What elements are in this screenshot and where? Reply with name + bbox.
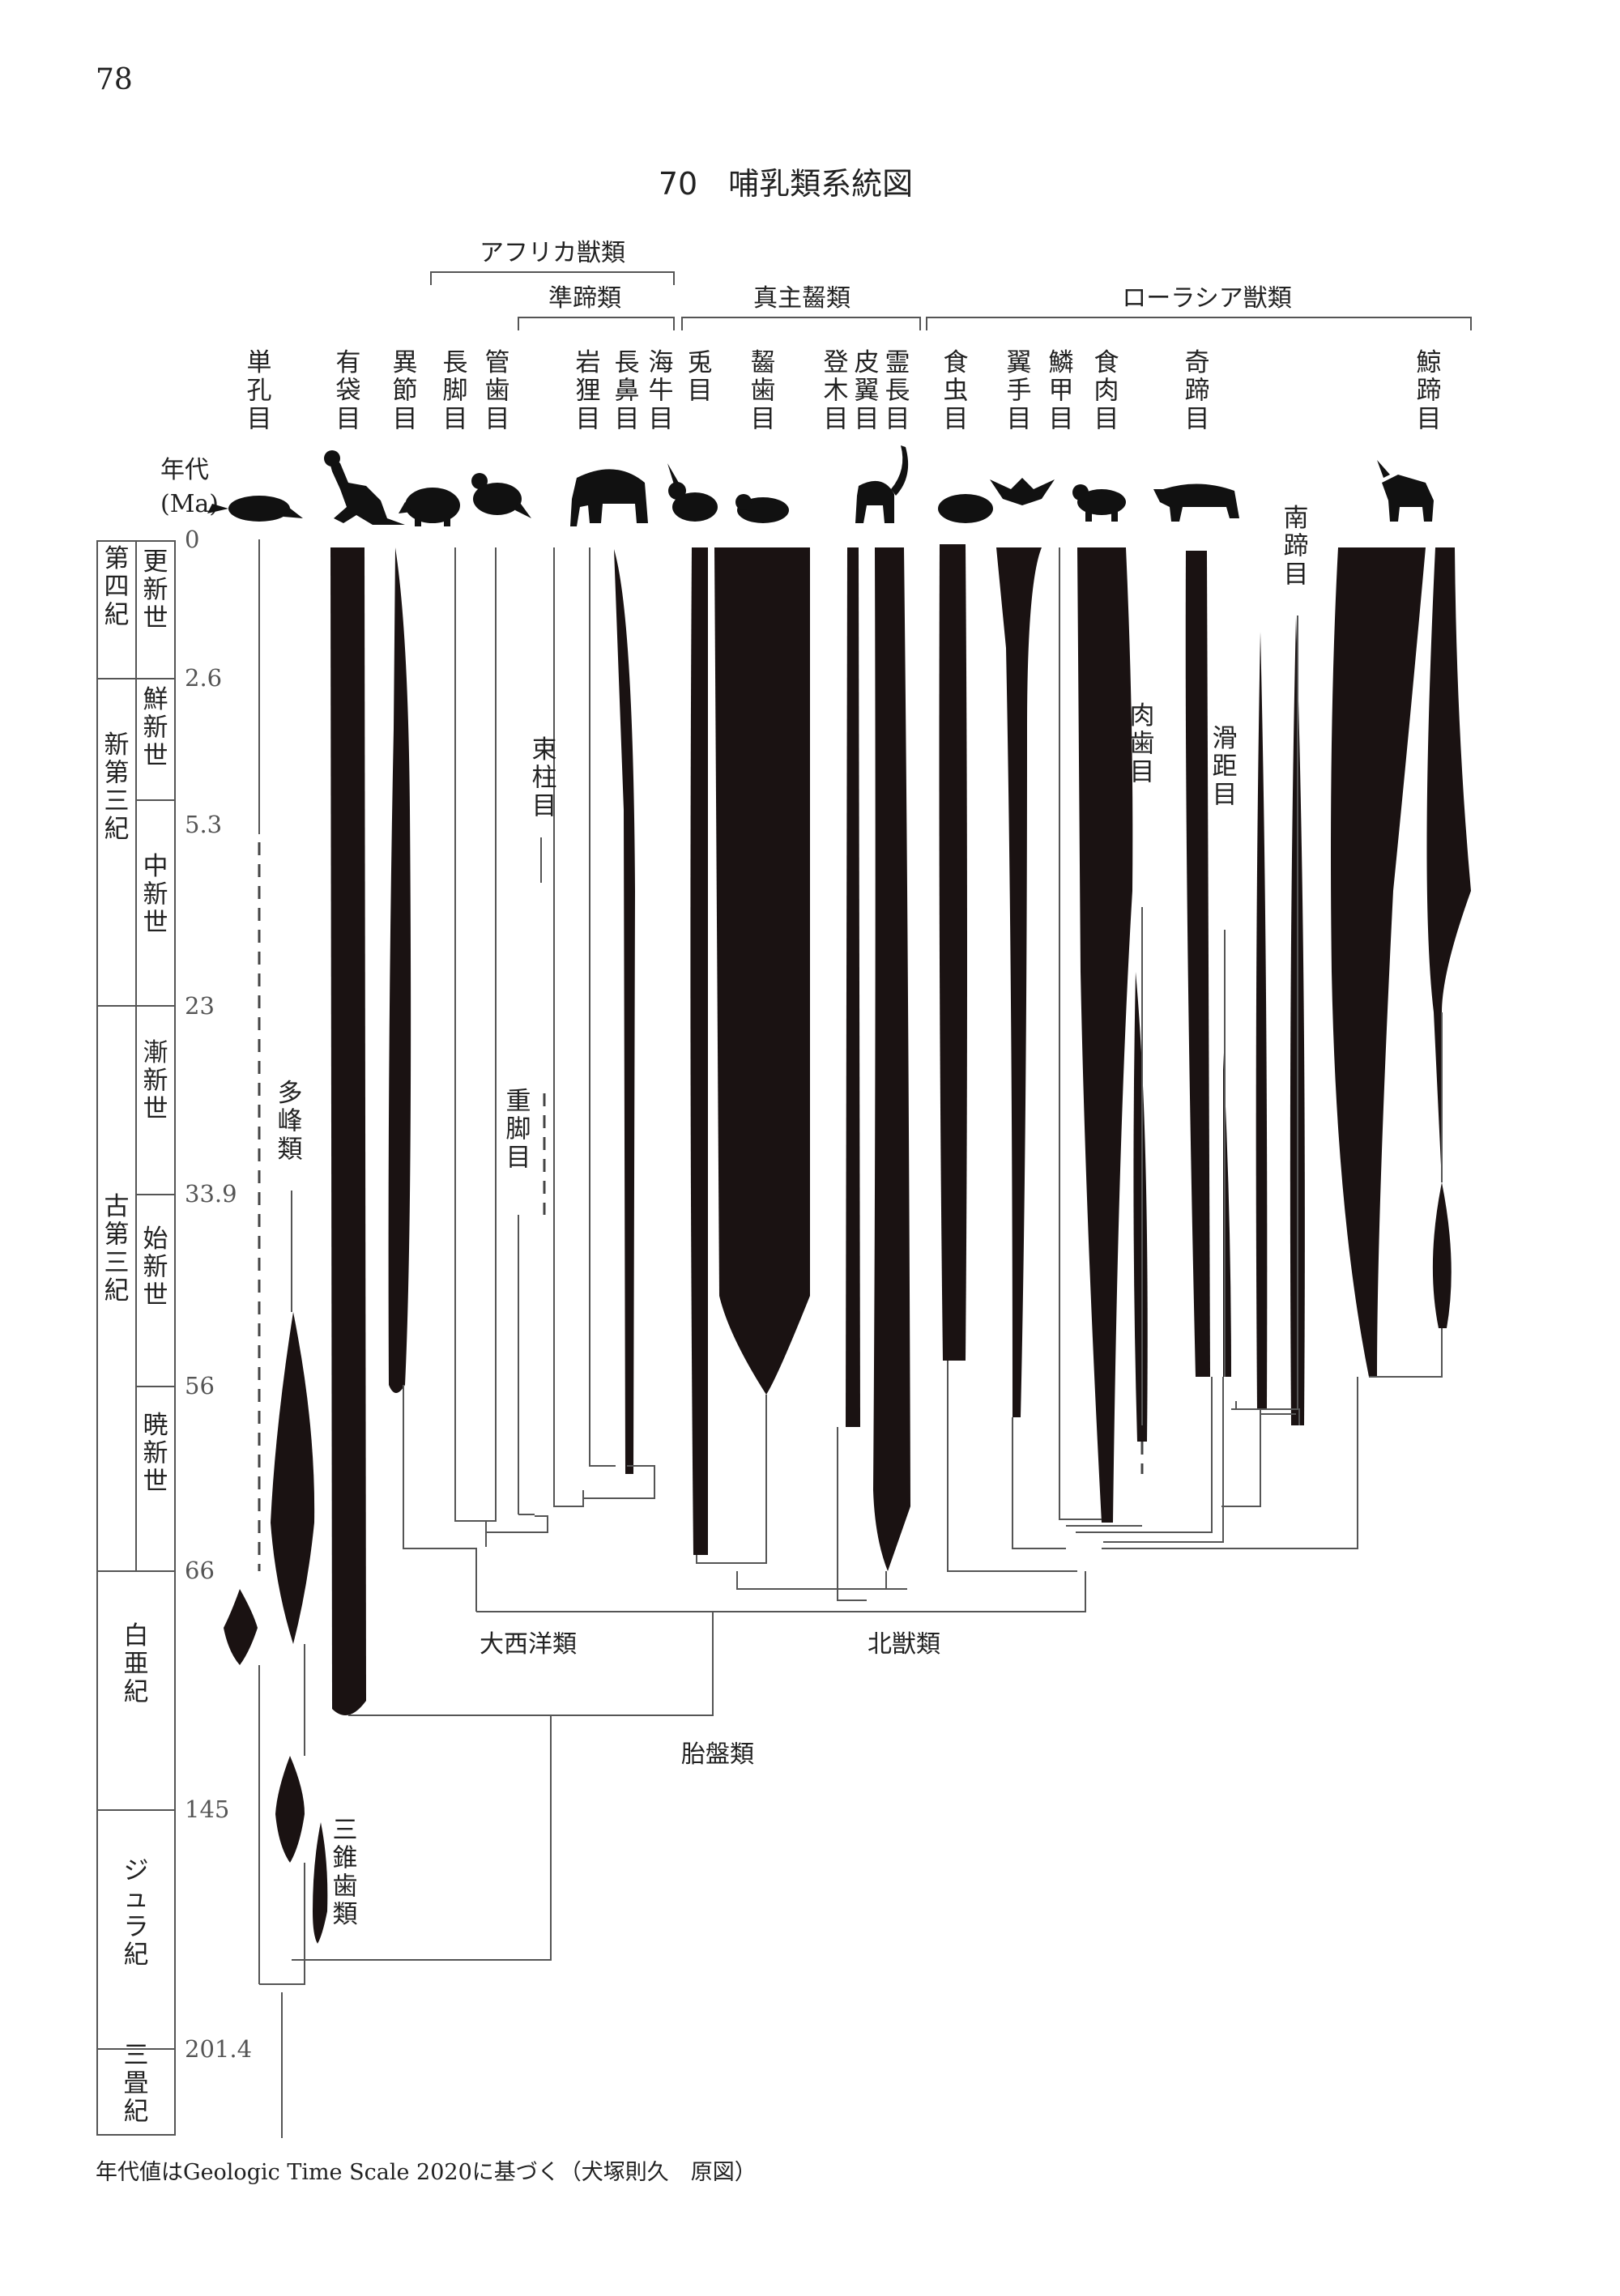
- order-label: 登木目: [824, 348, 849, 433]
- lineage-branch: [1256, 632, 1268, 1409]
- lineage-branch: [224, 1589, 258, 1665]
- period-label: 第四紀: [104, 544, 130, 629]
- extinct-group-label: 三錐歯類: [333, 1816, 358, 1929]
- order-label: 鯨蹄目: [1417, 348, 1442, 433]
- branch-lines: [258, 539, 1443, 2138]
- epoch-label: 鮮新世: [143, 685, 168, 770]
- order-label: 岩狸目: [576, 348, 601, 433]
- period-label: 白亜紀: [124, 1621, 149, 1706]
- order-label: 食虫目: [944, 348, 969, 433]
- lineage-branch: [330, 547, 366, 1715]
- clade-label: 北獣類: [868, 1630, 940, 1659]
- bat-icon: [990, 478, 1055, 505]
- extinct-group-label: 肉歯目: [1130, 701, 1155, 786]
- lemur-icon: [855, 445, 909, 523]
- order-label: 食肉目: [1094, 348, 1119, 433]
- page-number: 78: [96, 63, 133, 96]
- tick-label: 0: [185, 526, 199, 553]
- time-scale: 年代 (Ma) 0 2.6 5.3 23 33.9 56 66 145 201.…: [96, 456, 252, 2136]
- period-label: 三畳紀: [124, 2041, 149, 2126]
- elephant-icon: [570, 469, 648, 526]
- lineage-branch: [1426, 547, 1471, 1328]
- order-label: 管歯目: [485, 348, 510, 433]
- rodent-icon: [735, 494, 789, 523]
- order-label: 長脚目: [443, 348, 468, 433]
- clade-label: 胎盤類: [681, 1740, 754, 1769]
- order-label: 長鼻目: [615, 348, 640, 433]
- epoch-label: 漸新世: [143, 1038, 168, 1123]
- lineage-branch: [939, 544, 967, 1361]
- footer-note: 年代値はGeologic Time Scale 2020に基づく（犬塚則久 原図…: [96, 2160, 757, 2185]
- lineage-branch: [271, 1312, 315, 1644]
- lineage-branch: [690, 547, 708, 1555]
- group-label: アフリカ獣類: [480, 239, 625, 267]
- clade-label: 大西洋類: [480, 1630, 577, 1659]
- tick-label: 2.6: [185, 664, 222, 692]
- axis-unit: (Ma): [160, 490, 219, 518]
- tick-label: 66: [185, 1557, 215, 1584]
- order-label: 翼手目: [1007, 348, 1032, 433]
- lineage-branch: [1133, 972, 1148, 1442]
- lineage-branch: [846, 547, 860, 1427]
- order-label: 奇蹄目: [1185, 348, 1210, 433]
- group-label: ローラシア獣類: [1122, 284, 1291, 313]
- lineage-branch: [313, 1822, 328, 1944]
- lineage-branch: [1331, 547, 1426, 1377]
- order-label: 鱗甲目: [1049, 348, 1074, 433]
- extinct-group-label: 重脚目: [506, 1087, 531, 1172]
- tick-label: 33.9: [185, 1180, 237, 1208]
- extinct-group-label: 多峰類: [278, 1079, 303, 1164]
- lineage-branch: [996, 547, 1042, 1417]
- lineage-branch: [275, 1756, 305, 1863]
- tick-label: 5.3: [185, 811, 222, 838]
- tick-label: 145: [185, 1795, 229, 1823]
- group-brackets: アフリカ獣類 準蹄類 真主齧類 ローラシア獣類: [430, 239, 1472, 330]
- platypus-icon: [207, 496, 303, 522]
- order-label: 有袋目: [336, 348, 361, 433]
- extinct-group-label: 滑距目: [1213, 724, 1238, 809]
- goat-icon: [1377, 460, 1434, 522]
- hedgehog-icon: [938, 494, 993, 523]
- lineage-branch: [1077, 547, 1133, 1523]
- lineage-branch: [1185, 551, 1210, 1377]
- lineages: [224, 544, 1471, 1944]
- order-label: 齧歯目: [751, 348, 776, 433]
- lineage-branch: [614, 549, 635, 1474]
- period-label: 新第三紀: [104, 731, 130, 844]
- armadillo-icon: [399, 488, 460, 526]
- carnivore-icon: [1072, 484, 1126, 522]
- order-label: 兎目: [688, 348, 713, 406]
- lineage-branch: [714, 547, 810, 1395]
- order-label: 海牛目: [649, 348, 674, 433]
- period-label: 古第三紀: [104, 1192, 130, 1306]
- axis-label: 年代: [160, 456, 209, 484]
- group-label: 真主齧類: [753, 284, 850, 313]
- extinct-group-label: 南蹄目: [1284, 504, 1309, 589]
- epoch-label: 暁新世: [143, 1411, 168, 1496]
- epoch-label: 更新世: [143, 547, 168, 633]
- tick-label: 23: [185, 992, 215, 1020]
- silhouettes: [207, 445, 1434, 526]
- tick-label: 201.4: [185, 2035, 252, 2063]
- elephant-shrew-icon: [471, 473, 531, 518]
- rhino-icon: [1153, 483, 1239, 522]
- figure-title: 70 哺乳類系統図: [658, 166, 914, 202]
- order-label: 単孔目: [247, 348, 272, 433]
- extinct-labels: 多峰類 三錐歯類 束柱目 重脚目 肉歯目 滑距目 南蹄目 大西洋類 北獣類 胎盤…: [278, 504, 1309, 1929]
- period-label: ジュラ紀: [124, 1856, 149, 1970]
- order-label: 霊長目: [885, 348, 910, 433]
- order-labels: 単孔目 有袋目 異節目 長脚目 管歯目 岩狸目 長鼻目 海牛目 兎目 齧歯目 登…: [247, 348, 1442, 433]
- order-label: 異節目: [393, 348, 418, 433]
- group-label: 準蹄類: [548, 284, 621, 313]
- rabbit-icon: [667, 463, 718, 522]
- epoch-label: 始新世: [143, 1225, 168, 1310]
- kangaroo-icon: [324, 450, 405, 525]
- lineage-branch: [873, 547, 910, 1571]
- order-label: 皮翼目: [855, 348, 880, 433]
- extinct-group-label: 束柱目: [532, 735, 557, 820]
- epoch-label: 中新世: [143, 852, 168, 937]
- lineage-branch: [388, 547, 411, 1393]
- tick-label: 56: [185, 1372, 215, 1399]
